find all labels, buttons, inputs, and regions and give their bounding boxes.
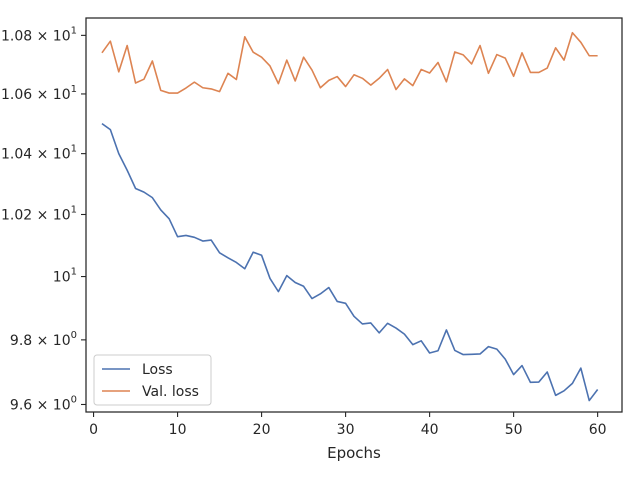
x-tick-label: 50 (505, 422, 523, 438)
y-tick-label: 101 (53, 267, 77, 286)
x-tick-label: 0 (89, 422, 98, 438)
legend-label: Loss (142, 362, 173, 378)
y-tick-label: 1.08 × 101 (1, 25, 77, 44)
legend-label: Val. loss (142, 384, 199, 400)
series-line-1 (101, 122, 599, 402)
x-tick-label: 30 (337, 422, 355, 438)
legend-box (93, 354, 212, 406)
y-tick-label: 1.04 × 101 (1, 144, 77, 163)
y-axis: 9.6 × 100 9.8 × 100 101 1.02 × 101 1.04 × 10… (1, 25, 86, 413)
legend: Loss Val. loss (93, 354, 212, 406)
y-tick-label: 1.02 × 101 (1, 204, 77, 223)
x-tick-label: 40 (421, 422, 439, 438)
y-tick-label: 1.06 × 101 (1, 84, 77, 103)
x-tick-label: 20 (253, 422, 271, 438)
x-tick-label: 60 (589, 422, 607, 438)
x-tick-label: 10 (169, 422, 187, 438)
y-tick-label: 9.8 × 100 (10, 330, 77, 349)
series-layer (101, 31, 599, 402)
series-line-2 (101, 31, 598, 94)
y-tick-label: 9.6 × 100 (10, 394, 77, 413)
x-axis: 0 10 20 30 40 50 60 (89, 412, 607, 438)
x-axis-label: Epochs (327, 444, 381, 462)
